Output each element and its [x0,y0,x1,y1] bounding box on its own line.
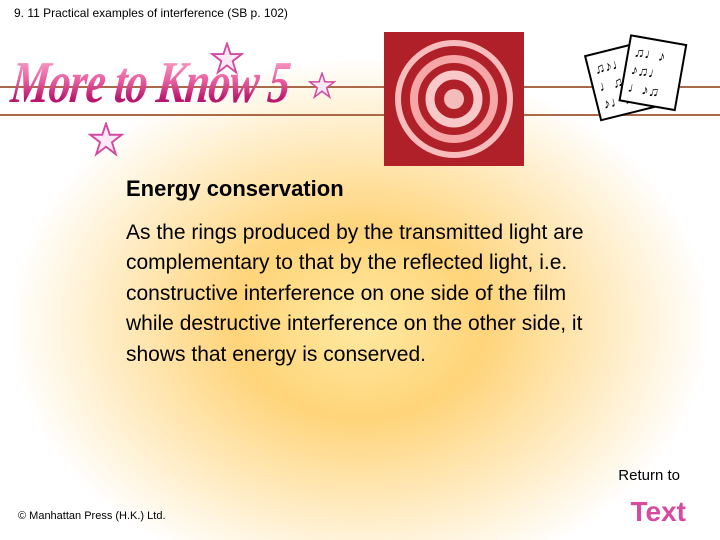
body-paragraph: As the rings produced by the transmitted… [126,218,616,370]
wordart-title: More to Know 5 [8,56,292,109]
copyright-text: © Manhattan Press (H.K.) Ltd. [18,510,166,522]
rings-icon [384,32,524,166]
interference-rings-image [384,32,524,166]
text-link-button[interactable]: Text [631,496,687,528]
star-icon [210,42,244,76]
star-icon [88,122,124,158]
section-subtitle: Energy conservation [126,176,344,202]
star-icon [308,72,336,100]
slide: 9. 11 Practical examples of interference… [0,0,720,540]
return-to-label: Return to [618,467,680,484]
page-header: 9. 11 Practical examples of interference… [14,6,288,20]
music-notes-icon: ♫♪♩ ♩♫♪ ♪♩♫ ♫♩♪ ♪♫♩ ♩♪♫ [584,28,692,128]
music-sheets-clipart: ♫♪♩ ♩♫♪ ♪♩♫ ♫♩♪ ♪♫♩ ♩♪♫ [584,28,692,128]
